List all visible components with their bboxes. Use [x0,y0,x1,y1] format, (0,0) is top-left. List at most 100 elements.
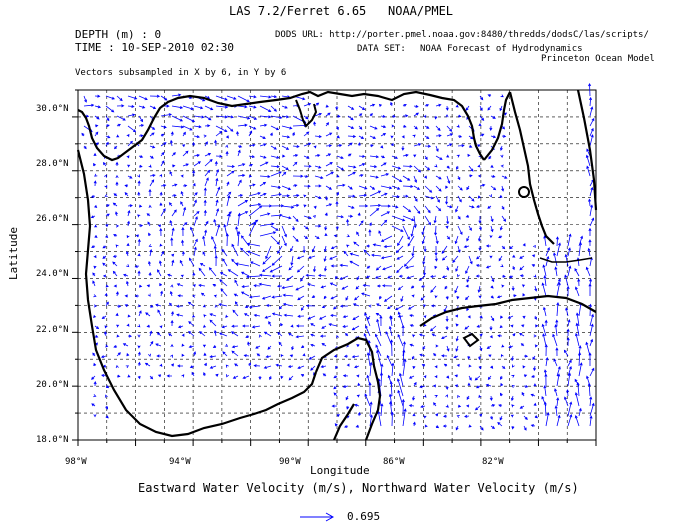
velocity-arrow [148,244,152,247]
velocity-arrow [226,125,234,132]
velocity-arrow [578,407,582,417]
velocity-arrow [408,404,415,408]
velocity-arrow [380,125,387,129]
velocity-arrow [347,115,354,121]
velocity-arrow [563,349,569,357]
velocity-arrow [346,405,350,410]
velocity-arrow [346,244,350,248]
velocity-arrow [431,333,437,337]
velocity-arrow [127,140,133,147]
velocity-arrow [534,415,539,419]
velocity-arrow [248,192,261,197]
velocity-arrow [435,145,439,152]
xtick-label: 86°W [383,457,405,467]
velocity-arrow [308,355,316,360]
velocity-arrow [321,325,327,329]
velocity-arrow [318,315,327,320]
velocity-arrow [413,154,417,158]
velocity-arrow [588,198,592,207]
velocity-arrow [116,134,120,138]
velocity-arrow [193,199,197,207]
velocity-arrow [520,324,525,328]
velocity-arrow [380,403,384,417]
velocity-arrow [335,365,338,370]
velocity-arrow [203,352,207,357]
velocity-arrow [127,164,131,168]
velocity-arrow [356,394,360,398]
velocity-arrow [409,314,415,318]
velocity-arrow [391,175,403,183]
velocity-arrow [554,405,558,417]
velocity-arrow [93,304,98,308]
velocity-arrow [391,205,399,209]
velocity-arrow [380,114,386,118]
velocity-arrow [320,365,327,369]
velocity-arrow [181,343,185,347]
velocity-arrow [171,152,176,157]
velocity-arrow [281,215,292,220]
velocity-arrow [193,161,201,167]
velocity-arrow [313,145,317,149]
velocity-arrow [397,235,404,247]
velocity-arrow [160,125,167,129]
velocity-arrow [270,204,285,208]
velocity-arrow [356,374,360,378]
velocity-arrow [442,424,448,428]
velocity-arrow [556,302,560,317]
velocity-arrow [485,265,492,269]
velocity-arrow [171,363,174,367]
velocity-arrow [127,334,133,338]
velocity-arrow [137,351,141,357]
velocity-arrow [248,174,253,178]
velocity-arrow [476,144,481,148]
velocity-arrow [270,105,277,112]
velocity-arrow [445,185,449,190]
velocity-arrow [413,175,418,183]
velocity-arrow [467,382,471,387]
velocity-arrow [578,362,583,377]
velocity-arrow [116,334,120,338]
velocity-arrow [281,171,287,177]
velocity-arrow [270,213,283,217]
velocity-arrow [126,242,130,247]
velocity-arrow [376,349,382,367]
velocity-arrow [478,225,482,231]
velocity-arrow [193,216,198,227]
velocity-arrow [253,284,261,288]
velocity-arrow [391,165,402,170]
velocity-arrow [435,205,442,212]
velocity-arrow [116,123,121,127]
velocity-arrow [455,345,459,352]
velocity-arrow [159,243,163,247]
velocity-arrow [521,391,525,397]
velocity-arrow [369,125,378,130]
velocity-arrow [204,229,208,237]
velocity-arrow [490,174,496,178]
velocity-arrow [354,365,360,369]
y-axis-title: Latitude [7,227,20,280]
velocity-arrow [224,343,229,347]
velocity-arrow [589,127,594,137]
velocity-arrow [446,133,454,137]
velocity-arrow [203,134,207,138]
velocity-arrow [259,161,269,167]
velocity-arrow [259,231,277,237]
time-label: TIME : 10-SEP-2010 02:30 [75,41,234,54]
velocity-arrow [248,130,253,137]
velocity-arrow [193,125,202,129]
xtick-label: 82°W [482,457,504,467]
velocity-arrow [226,115,234,119]
velocity-arrow [411,355,415,360]
velocity-arrow [554,324,558,337]
velocity-arrow [171,93,182,97]
velocity-arrow [270,235,280,245]
velocity-arrow [347,142,353,147]
velocity-arrow [445,325,449,331]
velocity-arrow [259,123,268,127]
velocity-arrow [498,235,503,239]
velocity-arrow [424,215,432,226]
velocity-arrow [177,325,184,329]
velocity-arrow [475,274,481,278]
velocity-arrow [588,96,593,107]
